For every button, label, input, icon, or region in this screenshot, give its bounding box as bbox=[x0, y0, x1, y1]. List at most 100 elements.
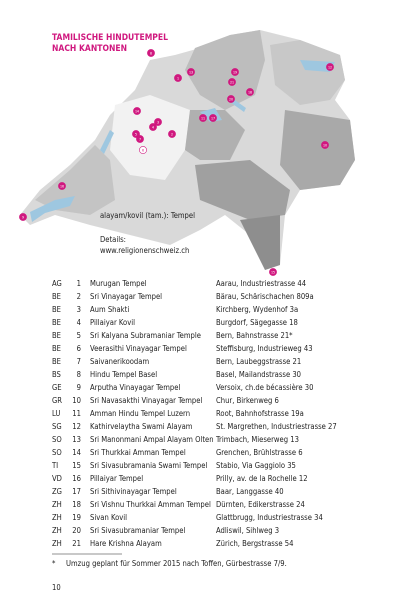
temple-name: Aum Shakti bbox=[90, 305, 129, 314]
temple-number: 9 bbox=[77, 383, 81, 392]
temple-table: AG 1 Murugan Tempel Aarau, Industriestrasse… bbox=[51, 279, 337, 548]
canton: BE bbox=[52, 331, 61, 340]
temple-name: Sri Vishnu Thurkkai Amman Tempel bbox=[90, 500, 211, 509]
temple-name: Murugan Tempel bbox=[90, 279, 147, 288]
temple-number: 10 bbox=[72, 396, 81, 405]
map-marker bbox=[168, 130, 176, 138]
map-marker bbox=[139, 146, 147, 154]
map-marker-label: 6 bbox=[142, 148, 144, 152]
map-marker bbox=[199, 114, 207, 122]
canton: GE bbox=[52, 383, 62, 392]
temple-name: Hare Krishna Alayam bbox=[90, 539, 162, 548]
temple-name: Sri Sivasubramania Swami Tempel bbox=[90, 461, 207, 470]
canton: SG bbox=[52, 422, 62, 431]
temple-name: Veerasithi Vinayagar Tempel bbox=[90, 344, 187, 353]
temple-name: Sri Manonmani Ampal Alayam Olten bbox=[90, 435, 214, 444]
canton: SO bbox=[52, 435, 62, 444]
canton-shape bbox=[195, 160, 290, 220]
map-marker bbox=[174, 74, 182, 82]
temple-address: Root, Bahnhofstrasse 19a bbox=[216, 409, 304, 418]
temple-number: 16 bbox=[72, 474, 81, 483]
temple-name: Pillaiyar Tempel bbox=[90, 474, 143, 483]
canton: SO bbox=[52, 448, 62, 457]
temple-number: 8 bbox=[77, 370, 81, 379]
temple-number: 18 bbox=[72, 500, 81, 509]
temple-address: Bern, Bahnstrasse 21* bbox=[216, 331, 293, 340]
temple-address: Basel, Mailandstrasse 30 bbox=[216, 370, 301, 379]
canton: BE bbox=[52, 318, 61, 327]
temple-address: Dürnten, Edikerstrasse 24 bbox=[216, 500, 305, 509]
temple-number: 20 bbox=[72, 526, 81, 535]
temple-number: 13 bbox=[72, 435, 81, 444]
page-number: 10 bbox=[52, 583, 61, 592]
map-marker-label: 14 bbox=[135, 109, 139, 113]
canton-shape bbox=[240, 215, 280, 270]
map-marker bbox=[231, 68, 239, 76]
map-marker-label: 10 bbox=[323, 143, 327, 147]
temple-name: Arputha Vinayagar Tempel bbox=[90, 383, 180, 392]
temple-address: Steffisburg, Industrieweg 43 bbox=[216, 344, 313, 353]
canton: ZH bbox=[52, 500, 62, 509]
canton: AG bbox=[52, 279, 62, 288]
map-marker bbox=[154, 118, 162, 126]
canton-shape bbox=[270, 40, 345, 105]
temple-address: Grenchen, Brühlstrasse 6 bbox=[216, 448, 303, 457]
temple-number: 21 bbox=[72, 539, 81, 548]
canton: GR bbox=[52, 396, 62, 405]
temple-address: Versoix, ch.de bécassière 30 bbox=[216, 383, 314, 392]
temple-number: 4 bbox=[77, 318, 81, 327]
map-marker bbox=[227, 95, 235, 103]
map-marker bbox=[187, 68, 195, 76]
temple-number: 2 bbox=[77, 292, 81, 301]
map-marker-label: 21 bbox=[230, 80, 234, 84]
canton-shape bbox=[280, 110, 355, 190]
details-label: Details: bbox=[100, 235, 126, 244]
canton: BS bbox=[52, 370, 61, 379]
temple-name: Sri Navasakthi Vinayagar Tempel bbox=[90, 396, 202, 405]
map-marker-label: 16 bbox=[60, 184, 64, 188]
canton-shape bbox=[110, 95, 190, 180]
temple-address: Kirchberg, Wydenhof 3a bbox=[216, 305, 298, 314]
map-marker bbox=[321, 141, 329, 149]
canton-shape bbox=[185, 30, 265, 110]
temple-address: Burgdorf, Sägegasse 18 bbox=[216, 318, 298, 327]
lake bbox=[300, 60, 335, 72]
map-marker-label: 20 bbox=[229, 97, 233, 101]
map-marker bbox=[58, 182, 66, 190]
temple-address: Adliswil, Sihlweg 3 bbox=[216, 526, 279, 535]
map-marker bbox=[228, 78, 236, 86]
map-marker-label: 5 bbox=[135, 132, 137, 136]
switzerland-map bbox=[20, 30, 355, 270]
temple-address: Stabio, Via Gaggiolo 35 bbox=[216, 461, 296, 470]
map-marker-label: 3 bbox=[157, 120, 159, 124]
map-marker-label: 7 bbox=[139, 137, 141, 141]
map-title: NACH KANTONEN bbox=[52, 44, 127, 54]
temple-address: Trimbach, Mieserweg 13 bbox=[215, 435, 299, 444]
temple-number: 12 bbox=[72, 422, 81, 431]
map-marker-label: 2 bbox=[171, 132, 173, 136]
canton: BE bbox=[52, 305, 61, 314]
map-marker-label: 4 bbox=[152, 125, 154, 129]
temple-number: 15 bbox=[72, 461, 81, 470]
map-marker-label: 1 bbox=[177, 76, 179, 80]
canton: VD bbox=[52, 474, 62, 483]
temple-number: 1 bbox=[77, 279, 81, 288]
map-marker bbox=[133, 107, 141, 115]
lake bbox=[30, 196, 75, 222]
map-marker-label: 12 bbox=[328, 65, 332, 69]
map-marker-label: 18 bbox=[248, 90, 252, 94]
temple-address: St. Margrethen, Industriestrasse 27 bbox=[216, 422, 337, 431]
canton: ZH bbox=[52, 526, 62, 535]
map-marker-label: 13 bbox=[189, 70, 193, 74]
temple-name: Pillaiyar Kovil bbox=[90, 318, 135, 327]
map-marker bbox=[136, 135, 144, 143]
map-marker-label: 15 bbox=[271, 270, 275, 274]
temple-name: Kathirvelaytha Swami Alayam bbox=[90, 422, 193, 431]
temple-number: 19 bbox=[72, 513, 81, 522]
details-url: www.religionenschweiz.ch bbox=[100, 246, 189, 255]
map-marker bbox=[147, 49, 155, 57]
canton: BE bbox=[52, 344, 61, 353]
temple-number: 14 bbox=[72, 448, 81, 457]
temple-address: Chur, Birkenweg 6 bbox=[216, 396, 279, 405]
canton: ZH bbox=[52, 539, 62, 548]
